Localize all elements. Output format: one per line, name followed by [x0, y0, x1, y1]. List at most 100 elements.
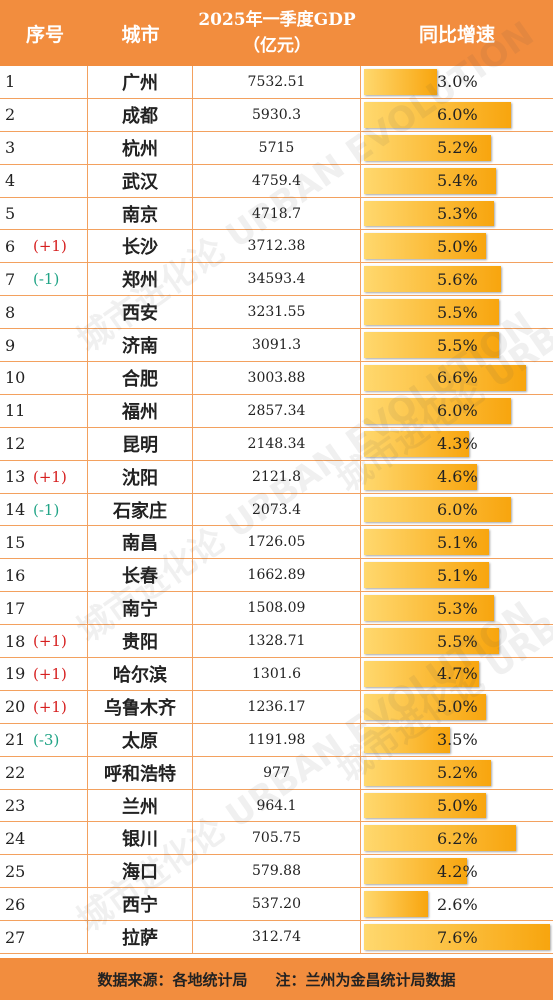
growth-label: 5.6% — [437, 269, 478, 289]
rank-cell: 24 — [0, 822, 88, 855]
table-row: 23 兰州 964.1 5.0% — [0, 789, 553, 823]
growth-label: 5.3% — [437, 204, 478, 223]
growth-bar — [364, 496, 511, 523]
gdp-cell: 2073.4 — [193, 493, 361, 526]
growth-label: 5.2% — [437, 138, 478, 158]
gdp-cell: 1328.71 — [193, 625, 361, 658]
rank-change: (+1) — [33, 697, 67, 716]
growth-cell: 7.6% — [361, 921, 553, 953]
rank-number: 20 — [5, 697, 26, 717]
table-row: 17 南宁 1508.09 5.3% — [0, 592, 553, 626]
rank-number: 4 — [5, 171, 16, 191]
city-cell: 长春 — [88, 559, 193, 592]
growth-cell: 6.6% — [361, 362, 553, 394]
growth-label: 5.4% — [437, 171, 478, 191]
gdp-cell: 705.75 — [193, 822, 361, 855]
growth-bar — [364, 858, 467, 885]
rank-change: (+1) — [33, 664, 67, 683]
table-row: 11 福州 2857.34 6.0% — [0, 394, 553, 428]
growth-bar — [364, 299, 499, 326]
rank-number: 7 — [5, 269, 16, 289]
growth-cell: 5.1% — [361, 559, 553, 591]
growth-bar — [364, 825, 516, 852]
city-cell: 南宁 — [88, 592, 193, 625]
rank-number: 21 — [5, 730, 26, 750]
growth-label: 5.2% — [437, 763, 478, 783]
table-row: 13 (+1) 沈阳 2121.8 4.6% — [0, 460, 553, 494]
gdp-cell: 3091.3 — [193, 329, 361, 362]
gdp-cell: 1508.09 — [193, 592, 361, 625]
growth-cell: 5.5% — [361, 625, 553, 657]
rank-cell: 9 — [0, 329, 88, 362]
rank-cell: 11 — [0, 394, 88, 427]
rank-cell: 25 — [0, 855, 88, 888]
gdp-cell: 2857.34 — [193, 394, 361, 427]
rank-number: 1 — [5, 72, 16, 92]
growth-label: 6.6% — [437, 368, 478, 388]
rank-number: 14 — [5, 500, 26, 520]
gdp-cell: 1301.6 — [193, 658, 361, 690]
header-gdp-unit: （亿元） — [243, 36, 311, 56]
footer-source: 数据来源：各地统计局 — [97, 970, 248, 989]
footer: 数据来源：各地统计局 注：兰州为金昌统计局数据 — [0, 958, 553, 1000]
table-row: 4 武汉 4759.4 5.4% — [0, 164, 553, 198]
rank-cell: 7 (-1) — [0, 263, 88, 296]
growth-bar — [364, 726, 450, 753]
rank-cell: 18 (+1) — [0, 625, 88, 658]
table-row: 20 (+1) 乌鲁木齐 1236.17 5.0% — [0, 690, 553, 724]
growth-bar — [364, 792, 486, 819]
city-cell: 福州 — [88, 394, 193, 427]
growth-bar — [364, 529, 489, 556]
gdp-cell: 579.88 — [193, 855, 361, 888]
growth-label: 4.2% — [437, 861, 478, 881]
rank-cell: 2 — [0, 98, 88, 131]
gdp-cell: 3712.38 — [193, 230, 361, 263]
growth-cell: 5.3% — [361, 592, 553, 624]
gdp-cell: 537.20 — [193, 888, 361, 921]
growth-cell: 2.6% — [361, 888, 553, 920]
city-cell: 呼和浩特 — [88, 756, 193, 789]
gdp-cell: 4718.7 — [193, 197, 361, 230]
table-row: 15 南昌 1726.05 5.1% — [0, 526, 553, 560]
table-row: 22 呼和浩特 977 5.2% — [0, 756, 553, 790]
rank-number: 13 — [5, 467, 26, 487]
table-row: 9 济南 3091.3 5.5% — [0, 329, 553, 363]
table-row: 21 (-3) 太原 1191.98 3.5% — [0, 723, 553, 757]
table-row: 25 海口 579.88 4.2% — [0, 855, 553, 889]
table-row: 14 (-1) 石家庄 2073.4 6.0% — [0, 493, 553, 527]
rank-cell: 8 — [0, 296, 88, 329]
growth-bar — [364, 891, 428, 918]
gdp-cell: 1726.05 — [193, 526, 361, 559]
rank-number: 15 — [5, 532, 26, 552]
growth-label: 5.1% — [437, 565, 478, 585]
growth-label: 6.0% — [437, 401, 478, 421]
growth-bar — [364, 233, 486, 260]
rank-number: 19 — [5, 664, 26, 684]
growth-label: 5.0% — [437, 236, 478, 256]
growth-cell: 5.5% — [361, 329, 553, 361]
rank-cell: 12 — [0, 427, 88, 460]
growth-bar — [364, 332, 499, 359]
growth-cell: 5.6% — [361, 263, 553, 295]
city-cell: 昆明 — [88, 427, 193, 460]
growth-bar — [364, 266, 501, 293]
header-gdp-title: 2025年一季度GDP — [198, 10, 356, 30]
table-row: 6 (+1) 长沙 3712.38 5.0% — [0, 230, 553, 264]
growth-bar — [364, 365, 526, 391]
growth-label: 2.6% — [437, 894, 478, 914]
growth-cell: 6.0% — [361, 494, 553, 526]
table-row: 10 合肥 3003.88 6.6% — [0, 362, 553, 395]
footer-note: 注：兰州为金昌统计局数据 — [275, 970, 456, 989]
table-row: 1 广州 7532.51 3.0% — [0, 66, 553, 99]
rank-change: (-3) — [33, 730, 60, 749]
rank-number: 2 — [5, 105, 16, 125]
rank-number: 17 — [5, 598, 26, 618]
growth-label: 4.7% — [437, 664, 478, 684]
gdp-cell: 3231.55 — [193, 296, 361, 329]
gdp-cell: 2148.34 — [193, 427, 361, 460]
rank-number: 10 — [5, 368, 26, 388]
growth-cell: 4.2% — [361, 855, 553, 887]
growth-cell: 6.0% — [361, 99, 553, 131]
rank-number: 16 — [5, 565, 26, 585]
rank-cell: 5 — [0, 197, 88, 230]
